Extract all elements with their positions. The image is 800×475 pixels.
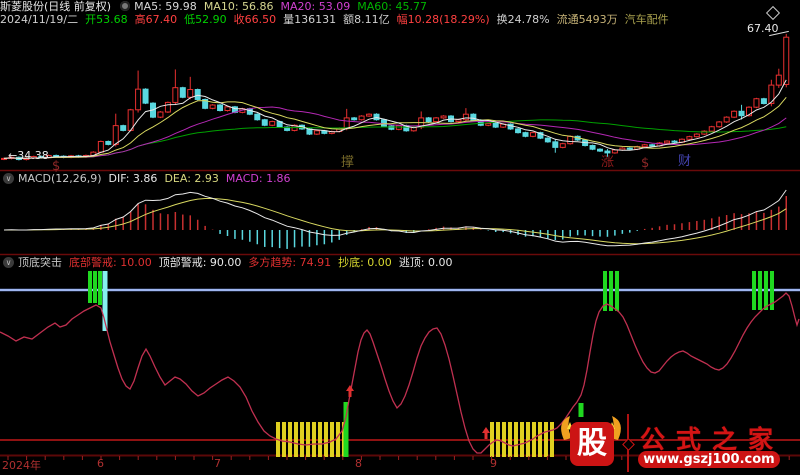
collapse-sub-icon[interactable]: ∨ [3, 256, 14, 268]
high-price-label: 67.40 [747, 22, 779, 35]
ma-value: MA60: 45.77 [357, 0, 427, 13]
brand-text: 公式之家 [640, 425, 785, 454]
quote-field: 流通5493万 [556, 13, 618, 26]
svg-text:财: 财 [678, 154, 691, 169]
macd-value: DEA: 2.93 [164, 172, 219, 185]
indicator-value: 顶底突击 [18, 256, 62, 269]
indicator-value: 逃顶: 0.00 [398, 256, 453, 269]
macd-value: DIF: 3.86 [108, 172, 158, 185]
quote-header-row1: 斯菱股份(日线 前复权) MA5: 59.98 MA10: 56.86 MA20: 5… [0, 0, 800, 13]
sub-indicator-header: ∨ 顶底突击 底部警戒: 10.00 顶部警戒: 90.00 多方趋势: 74.91 抄底… [0, 256, 800, 270]
svg-text:撑: 撑 [341, 155, 354, 170]
collapse-macd-icon[interactable]: ∨ [3, 172, 14, 184]
quote-field: 量136131 [283, 13, 337, 26]
indicator-value: 底部警戒: 10.00 [69, 256, 152, 269]
ma-value: MA5: 59.98 [134, 0, 197, 13]
axis-label: 9 [490, 457, 497, 470]
svg-text:涨: 涨 [601, 155, 614, 170]
watermark: 股 公式之家 www.gszj100.com [558, 414, 798, 474]
stock-title: 斯菱股份(日线 前复权) [0, 0, 112, 13]
indicator-value: 抄底: 0.00 [338, 256, 392, 269]
ma-value: MA20: 53.09 [280, 0, 351, 13]
quote-field: 汽车配件 [624, 13, 669, 26]
indicator-value: 顶部警戒: 90.00 [158, 256, 242, 269]
quote-field: 收66.50 [233, 13, 277, 26]
quote-field: 额8.11亿 [343, 13, 390, 26]
macd-value: MACD(12,26,9) [18, 172, 102, 185]
axis-label: 6 [97, 457, 104, 470]
left-price-label: ←34.38 [8, 149, 49, 162]
svg-text:$: $ [52, 159, 60, 174]
quote-field: 2024/11/19/二 [0, 13, 79, 26]
macd-header: ∨ MACD(12,26,9) DIF: 3.86 DEA: 2.93 MACD: 1.… [0, 172, 800, 186]
quote-header-row2: 2024/11/19/二 开53.68 高67.40 低52.90 收66.50 量136… [0, 13, 800, 26]
watermark-url: www.gszj100.com [638, 451, 780, 468]
indicator-value: 多方趋势: 74.91 [248, 256, 332, 269]
logo-stock-character: 股 [570, 422, 614, 466]
ma-value: MA10: 56.86 [203, 0, 274, 13]
axis-label: 2024年 [2, 459, 41, 472]
quote-field: 高67.40 [134, 13, 178, 26]
quote-field: 开53.68 [85, 13, 128, 26]
svg-text:$: $ [641, 156, 649, 171]
quote-field: 幅10.28(18.29%) [396, 13, 490, 26]
gear-icon[interactable] [120, 1, 131, 11]
axis-label: 8 [355, 457, 362, 470]
quote-field: 低52.90 [184, 13, 227, 26]
macd-value: MACD: 1.86 [225, 172, 291, 185]
axis-label: 7 [214, 457, 221, 470]
quote-field: 换24.78% [496, 13, 550, 26]
